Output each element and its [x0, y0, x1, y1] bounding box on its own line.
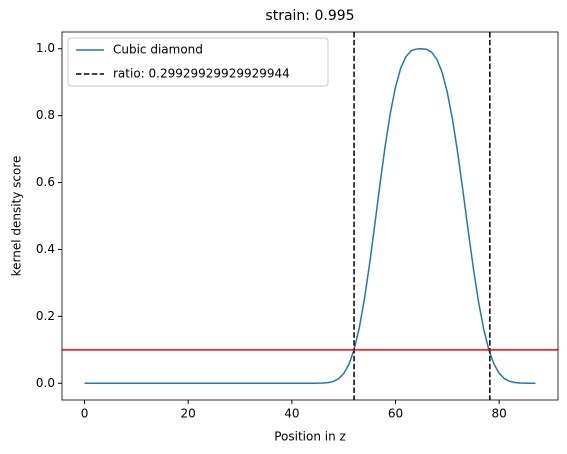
x-tick-label: 40: [284, 407, 299, 421]
x-tick-label: 20: [181, 407, 196, 421]
x-tick-label: 60: [388, 407, 403, 421]
line-series: [84, 47, 536, 385]
y-tick-label: 1.0: [36, 41, 55, 55]
y-tick-label: 0.4: [36, 242, 55, 256]
y-tick-label: 0.0: [36, 376, 55, 390]
legend-label: ratio: 0.29929929929929944: [113, 67, 290, 81]
x-axis-label: Position in z: [274, 430, 346, 444]
x-tick-label: 0: [81, 407, 89, 421]
y-tick-label: 0.6: [36, 175, 55, 189]
y-tick-label: 0.2: [36, 309, 55, 323]
axes-frame: [61, 31, 559, 401]
legend-box: [67, 37, 329, 87]
y-axis-label: kernel density score: [10, 156, 24, 277]
y-tick-label: 0.8: [36, 108, 55, 122]
legend-label: Cubic diamond: [113, 43, 203, 57]
chart-title: strain: 0.995: [265, 8, 354, 24]
x-tick-label: 80: [492, 407, 507, 421]
